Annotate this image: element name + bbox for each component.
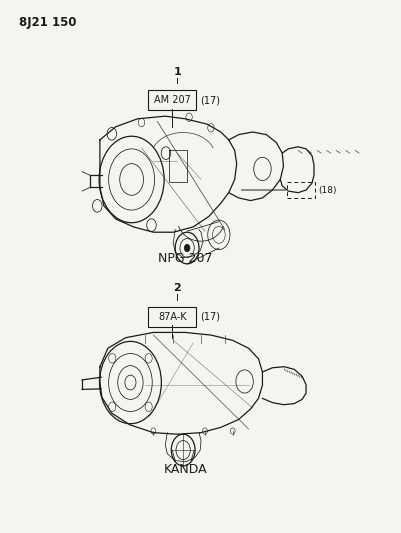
- Text: KANDA: KANDA: [163, 463, 207, 476]
- Text: AM 207: AM 207: [154, 95, 190, 106]
- Text: (17): (17): [199, 95, 219, 106]
- FancyBboxPatch shape: [148, 306, 196, 327]
- Text: NPG 207: NPG 207: [158, 252, 212, 265]
- FancyBboxPatch shape: [148, 90, 196, 110]
- Text: (18): (18): [317, 185, 336, 195]
- Text: 8J21 150: 8J21 150: [18, 16, 76, 29]
- Circle shape: [184, 244, 189, 252]
- FancyBboxPatch shape: [287, 182, 314, 198]
- Text: 87A-K: 87A-K: [158, 312, 186, 321]
- Text: 2: 2: [173, 283, 180, 293]
- Text: (17): (17): [199, 312, 219, 321]
- Text: 1: 1: [173, 67, 180, 77]
